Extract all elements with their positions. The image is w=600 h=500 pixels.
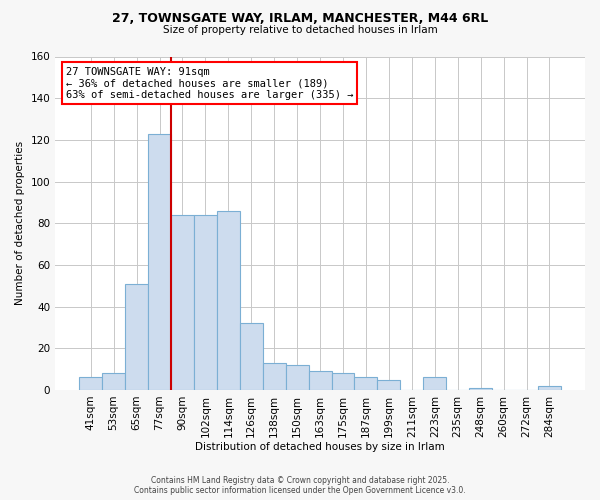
Bar: [332, 374, 355, 390]
Bar: [469, 388, 492, 390]
Bar: [217, 210, 240, 390]
X-axis label: Distribution of detached houses by size in Irlam: Distribution of detached houses by size …: [195, 442, 445, 452]
Bar: [355, 378, 377, 390]
Text: Contains HM Land Registry data © Crown copyright and database right 2025.
Contai: Contains HM Land Registry data © Crown c…: [134, 476, 466, 495]
Bar: [538, 386, 561, 390]
Bar: [171, 215, 194, 390]
Bar: [102, 374, 125, 390]
Text: 27, TOWNSGATE WAY, IRLAM, MANCHESTER, M44 6RL: 27, TOWNSGATE WAY, IRLAM, MANCHESTER, M4…: [112, 12, 488, 26]
Bar: [194, 215, 217, 390]
Bar: [286, 365, 308, 390]
Bar: [308, 371, 332, 390]
Bar: [377, 380, 400, 390]
Bar: [240, 324, 263, 390]
Bar: [423, 378, 446, 390]
Bar: [263, 363, 286, 390]
Bar: [148, 134, 171, 390]
Text: 27 TOWNSGATE WAY: 91sqm
← 36% of detached houses are smaller (189)
63% of semi-d: 27 TOWNSGATE WAY: 91sqm ← 36% of detache…: [66, 66, 353, 100]
Bar: [79, 378, 102, 390]
Y-axis label: Number of detached properties: Number of detached properties: [15, 141, 25, 306]
Bar: [125, 284, 148, 390]
Text: Size of property relative to detached houses in Irlam: Size of property relative to detached ho…: [163, 25, 437, 35]
